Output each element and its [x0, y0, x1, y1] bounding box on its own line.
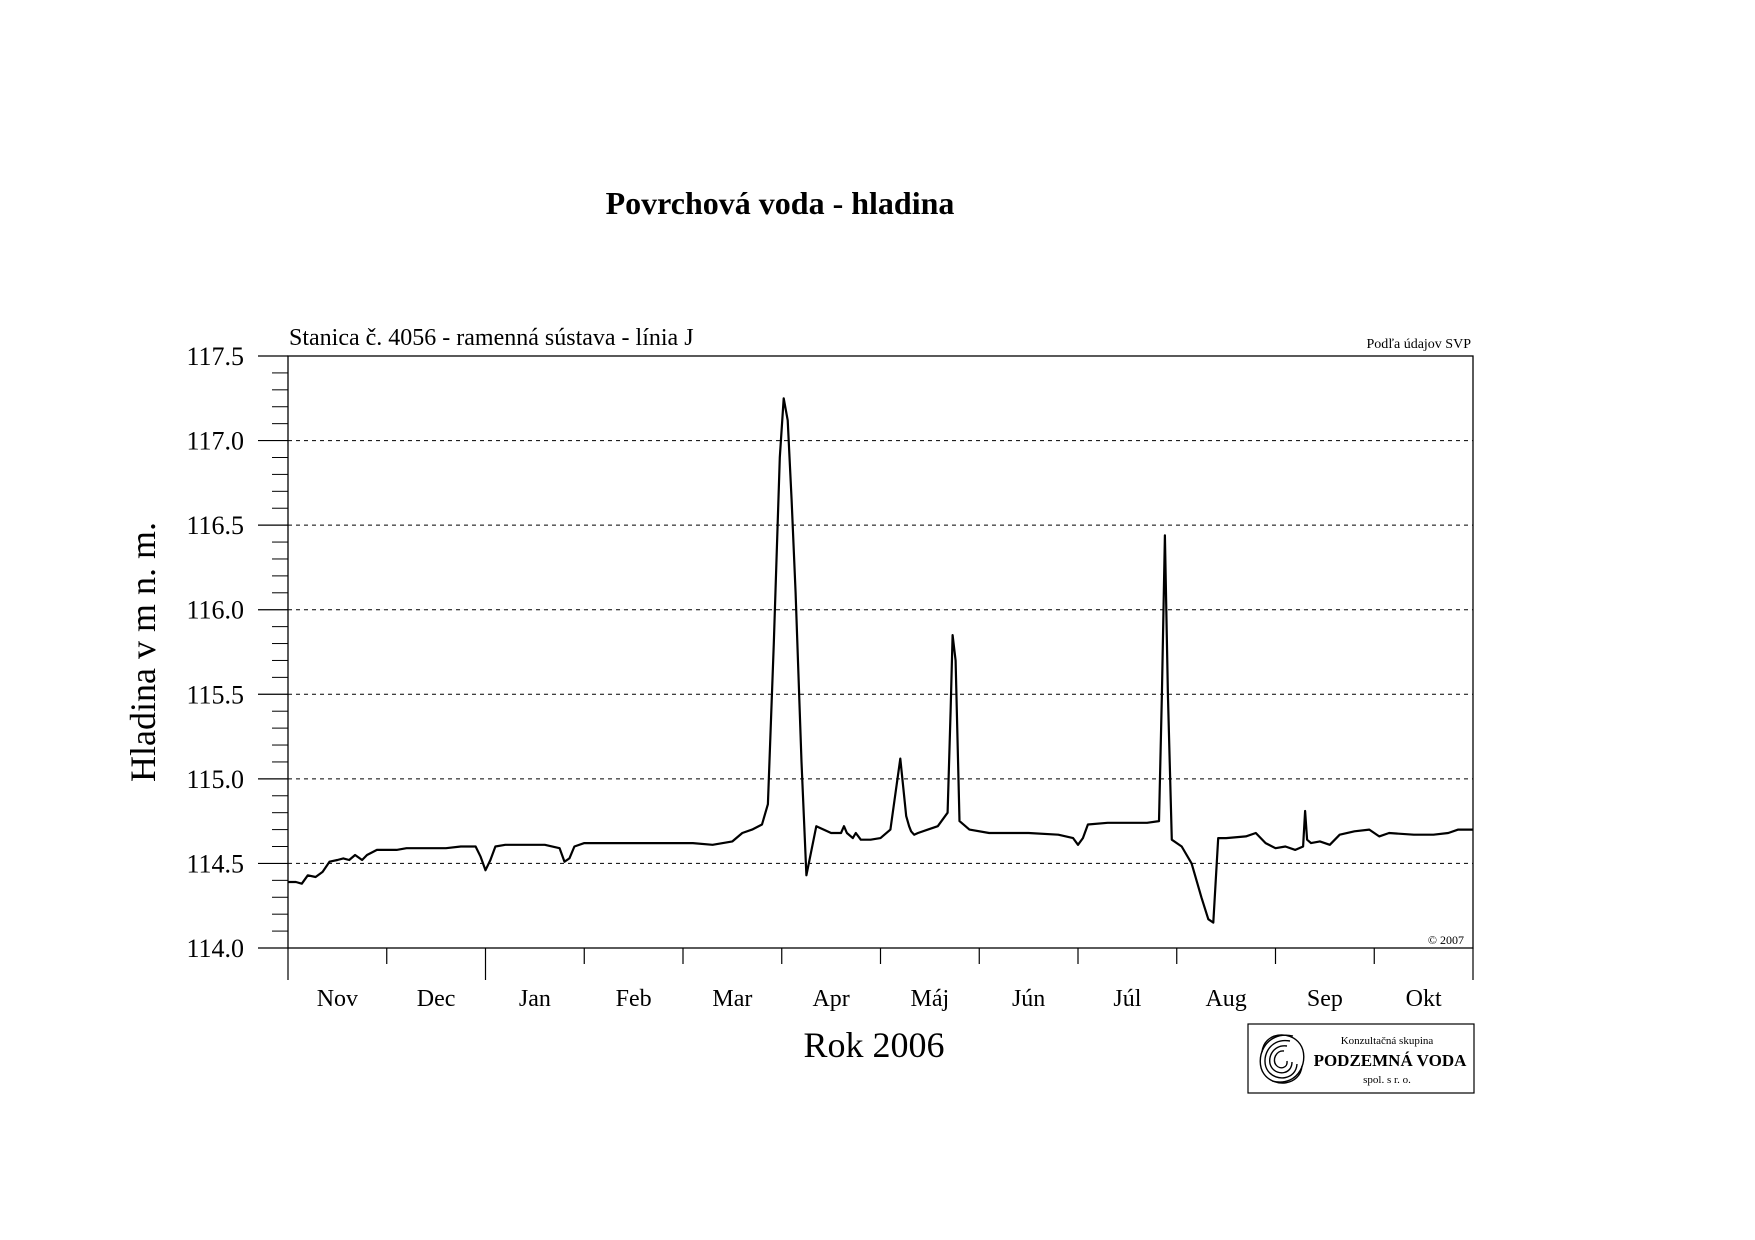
- y-tick-label: 116.0: [186, 596, 244, 625]
- company-logo: Konzultačná skupina PODZEMNÁ VODA spol. …: [1247, 1023, 1475, 1094]
- x-tick-label: Nov: [317, 986, 358, 1012]
- x-tick-label: Mar: [712, 986, 752, 1012]
- x-tick-label: Sep: [1307, 986, 1343, 1012]
- x-tick-label: Jan: [519, 986, 551, 1012]
- copyright-note: © 2007: [1428, 933, 1464, 947]
- x-tick-label: Okt: [1406, 986, 1442, 1012]
- y-axis: 114.0 114.5 115.0 115.5 116.0 116.5 117.0 117.5: [186, 342, 288, 963]
- y-tick-label: 117.0: [186, 427, 244, 456]
- x-tick-label: Máj: [911, 986, 950, 1012]
- x-tick-label: Apr: [812, 986, 849, 1012]
- y-tick-label: 115.0: [186, 765, 244, 794]
- series-line: [288, 397, 1473, 924]
- chart-subtitle: Stanica č. 4056 - ramenná sústava - líni…: [289, 325, 694, 351]
- x-axis: Nov Dec Jan Feb Mar Apr Máj Jún Júl Aug Sep Okt: [287, 948, 1474, 1012]
- y-axis-label: Hladina v m n. m.: [123, 522, 163, 782]
- x-tick-label: Feb: [616, 986, 652, 1012]
- logo-line-1: Konzultačná skupina: [1341, 1035, 1434, 1047]
- x-tick-label: Jún: [1012, 986, 1045, 1012]
- source-note: Podľa údajov SVP: [1367, 337, 1472, 352]
- x-tick-label: Júl: [1113, 986, 1141, 1012]
- y-tick-label: 115.5: [186, 680, 244, 709]
- logo-line-2: PODZEMNÁ VODA: [1314, 1051, 1468, 1070]
- x-tick-label: Aug: [1205, 986, 1246, 1012]
- plot-frame: [287, 355, 1474, 949]
- grid-lines: [288, 440, 1473, 864]
- series: [288, 397, 1473, 924]
- x-tick-label: Dec: [417, 986, 456, 1012]
- x-axis-label: Rok 2006: [803, 1025, 944, 1065]
- y-tick-label: 117.5: [186, 342, 244, 371]
- spiral-icon: [1259, 1034, 1305, 1084]
- y-tick-label: 116.5: [186, 511, 244, 540]
- logo-line-3: spol. s r. o.: [1363, 1074, 1411, 1086]
- chart-title: Povrchová voda - hladina: [606, 185, 955, 221]
- y-tick-label: 114.0: [186, 934, 244, 963]
- y-tick-label: 114.5: [186, 849, 244, 878]
